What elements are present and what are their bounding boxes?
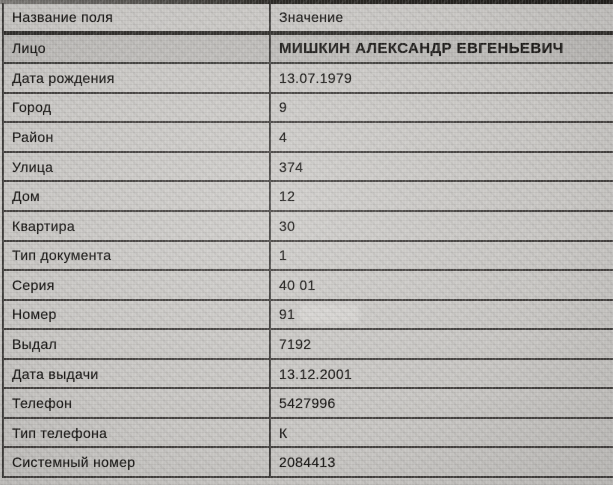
table-row[interactable]: Дата выдачи 13.12.2001 bbox=[4, 359, 613, 390]
field-value-cell: 7192 bbox=[279, 335, 312, 352]
field-value-cell: 91 bbox=[271, 301, 613, 329]
field-name-cell: Выдал bbox=[4, 330, 271, 358]
field-name-cell: Дата рождения bbox=[4, 64, 271, 92]
field-value-cell: 5427996 bbox=[279, 395, 336, 412]
table-row[interactable]: Улица 374 bbox=[4, 152, 613, 183]
field-value-cell: К bbox=[279, 424, 288, 441]
table-row[interactable]: Выдал 7192 bbox=[4, 330, 613, 360]
table-row[interactable]: Город 9 bbox=[4, 93, 613, 124]
field-name-cell: Тип телефона bbox=[4, 418, 271, 447]
redacted-blur-box bbox=[300, 306, 359, 323]
field-name-cell: Улица bbox=[4, 152, 271, 181]
table-row[interactable]: Системный номер 2084413 bbox=[4, 448, 613, 478]
field-name-cell: Район bbox=[4, 123, 271, 151]
field-value-text: 91 bbox=[279, 306, 296, 323]
table-header-row: Название поля Значение bbox=[4, 3, 613, 33]
field-value-cell: 13.12.2001 bbox=[279, 365, 353, 382]
field-value-cell: 2084413 bbox=[279, 454, 336, 471]
table-row[interactable]: Дом 12 bbox=[4, 182, 613, 212]
field-value-cell: 12 bbox=[279, 188, 296, 205]
field-name-cell: Серия bbox=[4, 271, 271, 299]
table-row[interactable]: Лицо МИШКИН АЛЕКСАНДР ЕВГЕНЬЕВИЧ bbox=[4, 32, 613, 65]
table-row[interactable]: Телефон 5427996 bbox=[4, 389, 613, 419]
top-edge-strip bbox=[0, 0, 613, 4]
field-name-cell: Квартира bbox=[4, 211, 271, 240]
field-value-cell: 9 bbox=[279, 99, 288, 116]
table-row[interactable]: Квартира 30 bbox=[4, 211, 613, 242]
field-name-cell: Город bbox=[4, 93, 271, 122]
table-row[interactable]: Район 4 bbox=[4, 123, 613, 153]
field-name-cell: Дом bbox=[4, 182, 271, 210]
field-value-cell: 30 bbox=[279, 217, 296, 234]
field-value-cell: МИШКИН АЛЕКСАНДР ЕВГЕНЬЕВИЧ bbox=[279, 39, 564, 57]
field-name-cell: Лицо bbox=[4, 34, 271, 63]
table-row[interactable]: Дата рождения 13.07.1979 bbox=[4, 64, 613, 94]
field-value-cell: 374 bbox=[279, 158, 304, 175]
field-value-table: Название поля Значение Лицо МИШКИН АЛЕКС… bbox=[2, 3, 613, 478]
field-value-cell: 13.07.1979 bbox=[279, 69, 353, 86]
field-name-cell: Телефон bbox=[4, 389, 271, 417]
field-name-cell: Тип документа bbox=[4, 241, 271, 270]
field-name-cell: Дата выдачи bbox=[4, 359, 271, 388]
field-value-cell: 4 bbox=[279, 129, 288, 146]
field-name-cell: Номер bbox=[4, 300, 271, 329]
header-value: Значение bbox=[279, 8, 344, 25]
field-value-cell: 40 01 bbox=[279, 276, 316, 293]
table-row[interactable]: Номер 91 bbox=[4, 300, 613, 331]
table-row[interactable]: Тип телефона К bbox=[4, 418, 613, 449]
table-row[interactable]: Серия 40 01 bbox=[4, 271, 613, 301]
table-row[interactable]: Тип документа 1 bbox=[4, 241, 613, 272]
field-name-cell: Системный номер bbox=[4, 448, 271, 476]
field-value-cell: 1 bbox=[279, 247, 288, 264]
header-field-name: Название поля bbox=[4, 3, 271, 31]
